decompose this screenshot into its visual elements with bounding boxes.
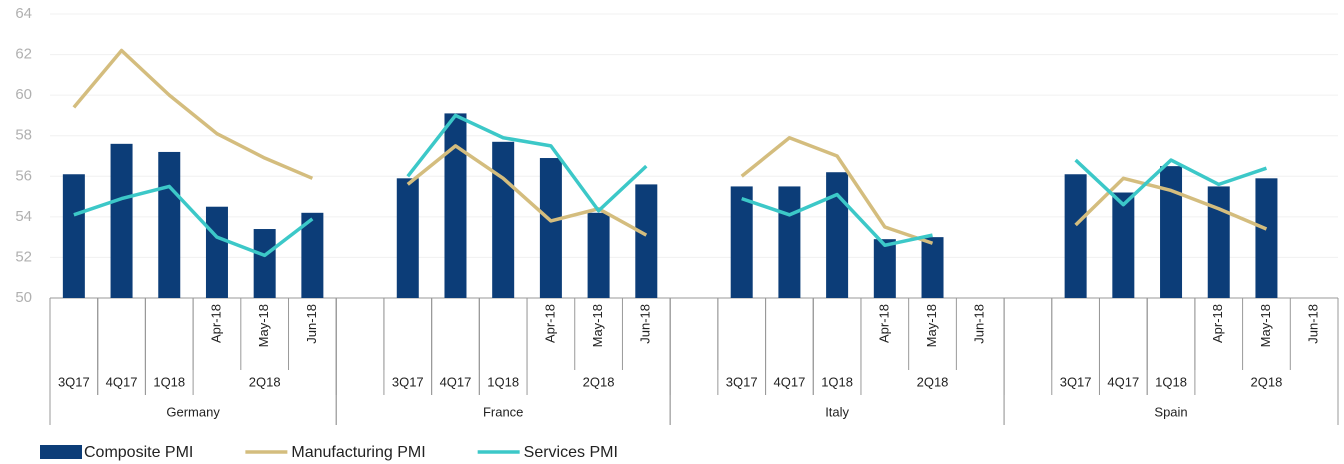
x-tick-label: Apr-18 [876, 304, 891, 343]
legend-label: Services PMI [524, 444, 618, 461]
bar [921, 237, 944, 298]
legend-label: Composite PMI [84, 444, 193, 461]
bar [1064, 174, 1087, 298]
bar [1207, 186, 1230, 298]
bar [62, 174, 85, 298]
line [740, 135, 934, 245]
line [406, 144, 648, 237]
subgroup-label: 2Q18 [917, 374, 949, 389]
subgroup-label: 2Q18 [1251, 374, 1283, 389]
bar [301, 212, 324, 298]
y-tick-label: 64 [15, 5, 32, 22]
bar [587, 212, 610, 298]
x-tick-label: 4Q17 [774, 374, 806, 389]
x-tick-label: 3Q17 [58, 374, 90, 389]
y-tick-label: 60 [15, 86, 32, 103]
x-tick-label: May-18 [590, 304, 605, 347]
bar [730, 186, 753, 298]
x-tick-label: Apr-18 [208, 304, 223, 343]
line [1074, 158, 1268, 207]
bar [635, 184, 658, 298]
x-tick-label: 1Q18 [1155, 374, 1187, 389]
bar [1255, 178, 1278, 298]
bar [396, 178, 419, 298]
group-label: Italy [825, 404, 849, 419]
x-tick-label: May-18 [1258, 304, 1273, 347]
x-tick-label: Apr-18 [542, 304, 557, 343]
bar [778, 186, 801, 298]
x-tick-label: 4Q17 [1107, 374, 1139, 389]
bar [492, 141, 515, 298]
legend-label: Manufacturing PMI [291, 444, 425, 461]
subgroup-label: 2Q18 [249, 374, 281, 389]
x-tick-label: Jun-18 [638, 304, 653, 344]
y-tick-label: 54 [15, 208, 32, 225]
line [741, 192, 933, 248]
bar [1112, 192, 1135, 298]
x-tick-label: Apr-18 [1210, 304, 1225, 343]
x-tick-label: 1Q18 [821, 374, 853, 389]
legend-swatch [40, 445, 82, 459]
group-label: Germany [166, 404, 220, 419]
bar [539, 158, 562, 298]
line [1074, 176, 1268, 231]
x-tick-label: 3Q17 [1060, 374, 1092, 389]
line [73, 184, 314, 258]
subgroup-label: 2Q18 [583, 374, 615, 389]
x-tick-label: Jun-18 [1306, 304, 1321, 344]
line [72, 48, 314, 180]
bar [444, 113, 467, 299]
y-tick-label: 56 [15, 167, 32, 184]
x-tick-label: Jun-18 [304, 304, 319, 344]
x-tick-label: 3Q17 [392, 374, 424, 389]
x-tick-label: Jun-18 [972, 304, 987, 344]
group-label: Spain [1154, 404, 1187, 419]
group-label: France [483, 404, 523, 419]
bar [158, 151, 181, 298]
bar [873, 239, 896, 298]
x-tick-label: 1Q18 [153, 374, 185, 389]
line [406, 113, 648, 213]
bar [253, 229, 276, 298]
x-tick-label: 4Q17 [106, 374, 138, 389]
x-tick-label: 1Q18 [487, 374, 519, 389]
y-tick-label: 62 [15, 46, 32, 63]
x-tick-label: May-18 [256, 304, 271, 347]
bar [110, 143, 133, 298]
x-tick-label: 3Q17 [726, 374, 758, 389]
y-tick-label: 52 [15, 248, 32, 265]
bar [205, 206, 228, 298]
x-tick-label: May-18 [924, 304, 939, 347]
y-tick-label: 58 [15, 127, 32, 144]
bar [826, 172, 849, 298]
x-tick-label: 4Q17 [440, 374, 472, 389]
y-tick-label: 50 [15, 289, 32, 306]
bar [1160, 166, 1183, 298]
